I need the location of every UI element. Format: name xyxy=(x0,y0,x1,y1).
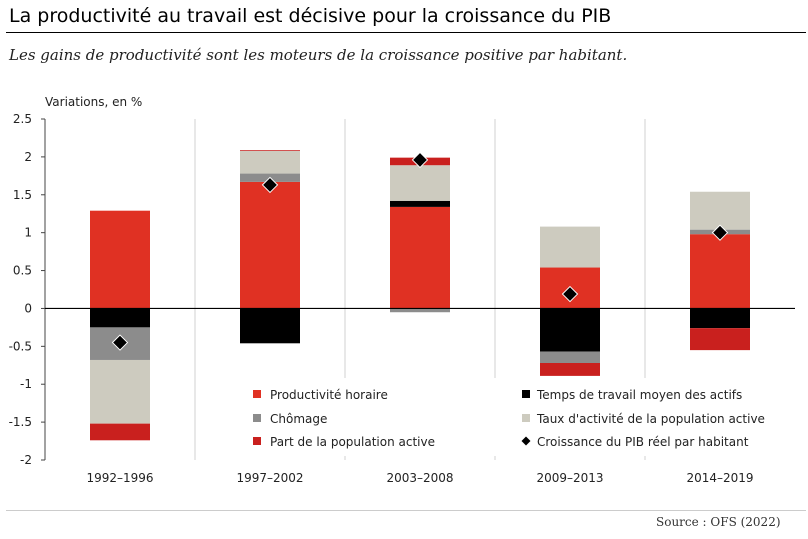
bar-segment xyxy=(540,308,600,352)
chart-title: La productivité au travail est décisive … xyxy=(9,5,612,27)
bar-segment xyxy=(240,181,300,309)
y-axis-label: Variations, en % xyxy=(45,95,143,109)
legend-label: Part de la population active xyxy=(270,435,435,449)
x-tick-label: 2014–2019 xyxy=(686,471,753,485)
bar-segment xyxy=(240,150,300,151)
y-tick-label: 1.5 xyxy=(13,188,32,202)
x-tick-label: 1992–1996 xyxy=(86,471,153,485)
bar-segment xyxy=(90,359,150,424)
gdp-growth-marker xyxy=(561,285,579,303)
legend-marker xyxy=(522,390,530,398)
bar-segment xyxy=(540,226,600,268)
gdp-growth-marker xyxy=(711,224,729,241)
bar-segment xyxy=(690,234,750,309)
footer-divider xyxy=(6,510,806,511)
y-tick-label: 0.5 xyxy=(13,264,32,278)
legend-marker xyxy=(253,390,261,398)
bar-segment xyxy=(390,206,450,309)
x-tick-label: 2009–2013 xyxy=(536,471,603,485)
legend-label: Productivité horaire xyxy=(270,388,388,402)
legend-label: Chômage xyxy=(270,412,327,426)
bar-segment xyxy=(690,191,750,230)
y-tick-label: -0.5 xyxy=(9,339,32,353)
bar-segment xyxy=(390,200,450,207)
y-tick-label: 2.5 xyxy=(13,112,32,126)
y-tick-label: 0 xyxy=(24,301,32,315)
legend-marker xyxy=(522,414,530,422)
bar-segment xyxy=(90,423,150,441)
legend-label: Temps de travail moyen des actifs xyxy=(536,388,742,402)
gdp-growth-marker xyxy=(111,334,129,351)
legend-marker xyxy=(521,436,531,446)
y-tick-label: -1.5 xyxy=(9,415,32,429)
bar-segment xyxy=(390,308,450,313)
bar-segment xyxy=(90,308,150,328)
legend-box xyxy=(237,378,785,456)
legend-marker xyxy=(253,437,261,445)
bar-segment xyxy=(690,308,750,329)
source-note: Source : OFS (2022) xyxy=(656,515,781,529)
chart-subtitle: Les gains de productivité sont les moteu… xyxy=(9,46,628,64)
y-tick-label: -1 xyxy=(20,377,32,391)
bar-segment xyxy=(240,308,300,344)
bar-segment xyxy=(540,351,600,364)
x-tick-label: 2003–2008 xyxy=(386,471,453,485)
legend-marker xyxy=(253,414,261,422)
legend-label: Croissance du PIB réel par habitant xyxy=(537,435,749,449)
bar-segment xyxy=(390,165,450,201)
legend-label: Taux d'activité de la population active xyxy=(536,412,765,426)
bar-segment xyxy=(90,210,150,309)
bar-segment xyxy=(690,328,750,351)
gdp-growth-marker xyxy=(411,151,429,169)
y-tick-label: 2 xyxy=(24,150,32,164)
y-tick-label: 1 xyxy=(24,226,32,240)
title-divider xyxy=(6,32,806,33)
y-tick-label: -2 xyxy=(20,453,32,467)
bar-segment xyxy=(540,363,600,376)
bar-segment xyxy=(240,150,300,174)
gdp-growth-marker xyxy=(261,176,279,194)
x-tick-label: 1997–2002 xyxy=(236,471,303,485)
